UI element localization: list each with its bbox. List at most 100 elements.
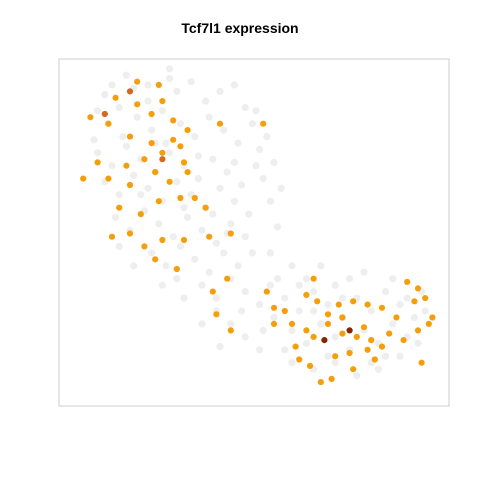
scatter-point-background: [212, 239, 220, 247]
scatter-point-background: [115, 242, 123, 250]
scatter-point-background: [346, 275, 354, 283]
scatter-point-low: [155, 198, 162, 205]
scatter-point-background: [94, 149, 102, 157]
scatter-point-low: [141, 156, 148, 163]
plot-frame: [58, 58, 450, 407]
scatter-point-background: [166, 149, 174, 157]
scatter-point-background: [209, 155, 217, 163]
scatter-point-low: [350, 366, 357, 373]
scatter-point-background: [137, 191, 145, 199]
scatter-point-low: [80, 175, 87, 182]
scatter-point-background: [310, 288, 318, 296]
scatter-point-background: [90, 136, 98, 144]
scatter-point-background: [144, 184, 152, 192]
scatter-point-low: [213, 311, 220, 318]
scatter-point-low: [94, 159, 101, 166]
scatter-point-low: [371, 356, 378, 363]
scatter-point-background: [144, 81, 152, 89]
scatter-point-background: [202, 97, 210, 105]
scatter-point-high: [321, 337, 328, 344]
scatter-point-low: [159, 98, 166, 105]
scatter-point-background: [198, 281, 206, 289]
scatter-point-background: [205, 113, 213, 121]
scatter-point-background: [302, 275, 310, 283]
scatter-point-low: [173, 265, 180, 273]
scatter-point-low: [310, 333, 317, 340]
scatter-point-background: [108, 81, 116, 89]
scatter-point-background: [130, 171, 138, 179]
scatter-point-background: [274, 223, 282, 231]
scatter-point-background: [209, 210, 217, 218]
scatter-point-background: [148, 126, 156, 134]
scatter-point-background: [166, 65, 174, 73]
scatter-point-background: [238, 307, 246, 315]
scatter-point-background: [252, 162, 260, 170]
scatter-point-low: [170, 117, 177, 124]
scatter-point-low: [184, 127, 191, 134]
scatter-point-background: [266, 249, 274, 257]
scatter-point-low: [364, 301, 371, 308]
scatter-point-background: [259, 326, 267, 334]
scatter-point-low: [116, 204, 123, 211]
scatter-point-background: [270, 313, 278, 322]
scatter-point-low: [180, 236, 188, 244]
scatter-point-low: [303, 327, 310, 334]
scatter-point-background: [310, 307, 318, 315]
chart-title: Tcf7l1 expression: [181, 20, 299, 36]
scatter-point-low: [137, 211, 144, 218]
scatter-point-low: [378, 304, 386, 311]
scatter-point-background: [191, 133, 199, 141]
scatter-point-medium: [101, 110, 108, 118]
scatter-point-low: [155, 81, 162, 88]
scatter-point-background: [331, 359, 339, 367]
scatter-point-medium: [126, 88, 134, 95]
scatter-point-low: [393, 314, 400, 321]
scatter-point-low: [335, 301, 342, 308]
scatter-point-background: [248, 249, 256, 257]
scatter-point-background: [112, 213, 120, 221]
scatter-point-background: [389, 275, 397, 283]
scatter-point-background: [230, 197, 238, 205]
scatter-point-background: [241, 233, 249, 241]
scatter-point-low: [411, 298, 418, 305]
scatter-point-low: [191, 194, 198, 202]
scatter-point-low: [378, 343, 386, 350]
scatter-point-low: [105, 120, 112, 127]
scatter-point-low: [332, 353, 339, 360]
scatter-point-background: [317, 320, 325, 328]
scatter-point-low: [224, 275, 231, 282]
scatter-point-background: [382, 288, 390, 296]
scatter-point-background: [216, 87, 224, 95]
scatter-point-low: [360, 324, 368, 331]
scatter-point-background: [187, 78, 195, 86]
scatter-point-low: [209, 288, 216, 295]
scatter-point-low: [184, 169, 191, 176]
scatter-point-background: [241, 333, 249, 341]
scatter-point-low: [314, 298, 321, 305]
scatter-point-background: [155, 220, 163, 228]
scatter-point-background: [234, 262, 242, 270]
scatter-point-background: [396, 352, 404, 360]
scatter-point-background: [259, 175, 267, 183]
scatter-point-background: [122, 71, 130, 79]
scatter-point-low: [105, 175, 112, 182]
scatter-point-background: [216, 184, 224, 192]
scatter-point-background: [180, 294, 188, 302]
scatter-point-low: [148, 110, 155, 118]
scatter-point-low: [418, 359, 425, 366]
scatter-point-low: [177, 143, 184, 150]
scatter-point-low: [123, 162, 130, 169]
scatter-point-low: [216, 120, 224, 127]
scatter-point-background: [176, 120, 184, 128]
scatter-point-background: [295, 281, 303, 289]
scatter-point-background: [205, 268, 213, 276]
scatter-point-low: [429, 314, 436, 321]
scatter-point-low: [368, 337, 375, 344]
scatter-point-low: [177, 194, 184, 202]
scatter-point-background: [230, 81, 238, 89]
scatter-point-low: [170, 136, 177, 143]
scatter-point-background: [184, 213, 192, 221]
scatter-point-low: [148, 140, 155, 147]
scatter-point-background: [108, 162, 116, 170]
